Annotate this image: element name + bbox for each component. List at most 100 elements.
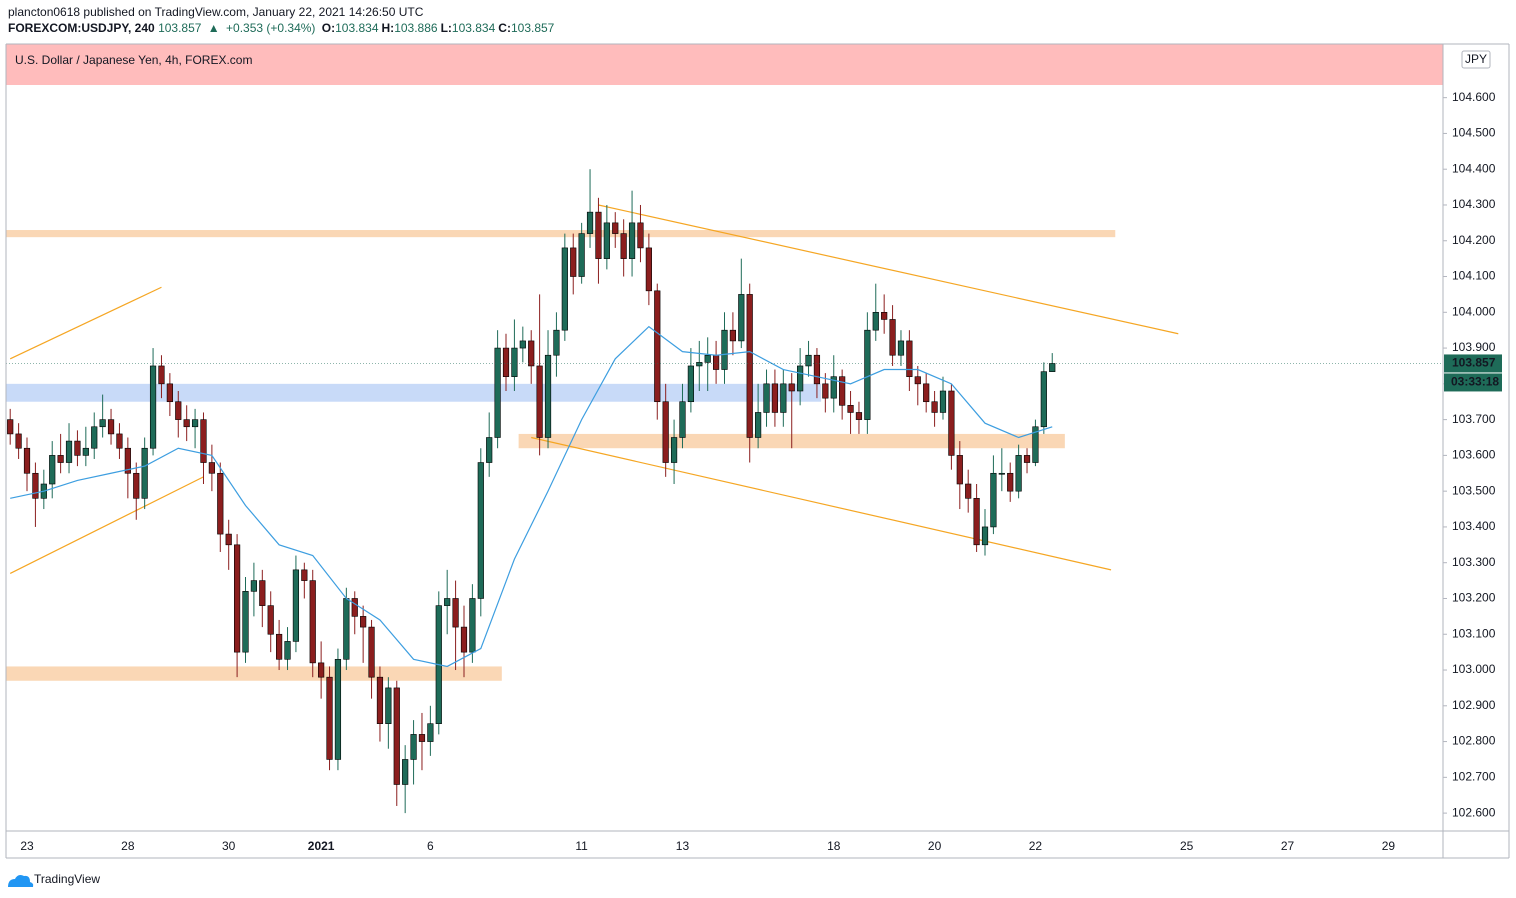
candle-body xyxy=(511,347,518,377)
y-tick-label: 103.700 xyxy=(1452,412,1496,426)
y-tick-label: 102.800 xyxy=(1452,734,1496,748)
candle-body xyxy=(444,598,451,606)
y-tick-label: 102.900 xyxy=(1452,698,1496,712)
candle-body xyxy=(477,462,484,599)
candle-body xyxy=(570,247,577,277)
candle-body xyxy=(402,759,409,785)
candle-body xyxy=(7,419,14,435)
ohlc-value: 103.834 xyxy=(451,21,496,35)
candle-body xyxy=(628,222,636,259)
y-tick-label: 103.200 xyxy=(1452,591,1496,605)
symbol-line: FOREXCOM:USDJPY, 240 103.857 ▲ +0.353 (+… xyxy=(8,20,560,36)
ohlc: O:103.834 H:103.886 L:103.834 C:103.857 xyxy=(322,21,558,35)
candle-body xyxy=(133,472,140,499)
moving-average xyxy=(10,325,1053,668)
candle-body xyxy=(839,376,846,406)
x-tick-label: 27 xyxy=(1281,839,1295,853)
candle-body xyxy=(259,580,266,606)
candle-body xyxy=(427,723,434,742)
header: plancton0618 published on TradingView.co… xyxy=(8,4,560,36)
x-tick-label: 2021 xyxy=(308,839,335,853)
trend-line xyxy=(9,476,204,574)
candle-body xyxy=(738,294,745,342)
candle-body xyxy=(654,290,661,403)
candle-body xyxy=(99,419,106,428)
candle-body xyxy=(729,329,737,342)
candle-body xyxy=(519,340,526,349)
trend-line xyxy=(531,436,1112,571)
candle-body xyxy=(23,447,31,474)
candle-body xyxy=(763,383,770,413)
ohlc-label: H: xyxy=(381,21,395,35)
y-tick-label: 103.300 xyxy=(1452,555,1496,569)
zone xyxy=(6,383,822,402)
candle-body xyxy=(1015,455,1022,492)
candle-body xyxy=(906,340,913,377)
candle-body xyxy=(645,247,652,292)
y-tick-label: 104.600 xyxy=(1452,90,1496,104)
y-tick-label: 103.600 xyxy=(1452,448,1496,462)
candle-body xyxy=(1049,363,1056,372)
candle-body xyxy=(200,419,207,463)
candle-body xyxy=(32,472,39,499)
candle-body xyxy=(494,347,501,438)
candle-body xyxy=(486,437,493,463)
candle-body xyxy=(418,734,426,742)
candle-body xyxy=(923,383,930,403)
candle-body xyxy=(553,329,560,356)
candle-body xyxy=(292,569,300,642)
candle-body xyxy=(939,390,947,413)
y-tick-label: 103.400 xyxy=(1452,519,1496,533)
last-price-label: 103.857 xyxy=(1452,356,1496,370)
candle-body xyxy=(158,365,165,385)
candle-body xyxy=(57,455,64,463)
candle-body xyxy=(973,498,980,546)
candle-body xyxy=(864,329,871,420)
y-tick-label: 104.000 xyxy=(1452,304,1496,318)
candle-body xyxy=(175,401,182,420)
last-price: 103.857 xyxy=(158,21,202,35)
candle-body xyxy=(368,626,375,678)
candle-body xyxy=(191,419,199,428)
candle-body xyxy=(233,544,241,653)
trend-line xyxy=(9,286,162,360)
y-tick-label: 103.900 xyxy=(1452,340,1496,354)
candle-body xyxy=(149,365,157,449)
candle-body xyxy=(49,455,56,485)
candle-body xyxy=(771,383,779,413)
candle-body xyxy=(284,641,291,660)
candle-body xyxy=(469,598,476,653)
candle-body xyxy=(696,362,703,367)
candle-body xyxy=(217,472,224,535)
y-tick-label: 104.500 xyxy=(1452,126,1496,140)
y-tick-label: 104.400 xyxy=(1452,161,1496,175)
trend-line xyxy=(598,204,1179,335)
x-tick-label: 20 xyxy=(928,839,942,853)
y-tick-label: 103.000 xyxy=(1452,662,1496,676)
candle-body xyxy=(452,598,459,628)
candle-body xyxy=(141,447,148,499)
candle-body xyxy=(1023,455,1031,463)
ohlc-label: C: xyxy=(498,21,511,35)
candle-body xyxy=(998,472,1005,475)
candle-body xyxy=(91,426,98,449)
candle-body xyxy=(830,376,837,399)
x-tick-label: 11 xyxy=(575,839,588,853)
candle-body xyxy=(326,676,333,760)
candle-body xyxy=(561,247,568,331)
countdown-box xyxy=(1444,373,1502,392)
candle-body xyxy=(183,419,190,428)
ohlc-label: O: xyxy=(321,21,336,35)
y-tick-label: 103.500 xyxy=(1452,483,1496,497)
y-tick-label: 102.700 xyxy=(1452,770,1496,784)
candle-body xyxy=(670,437,678,463)
banner xyxy=(6,44,1443,85)
candle-body xyxy=(847,405,854,413)
candle-body xyxy=(267,605,274,635)
candle-body xyxy=(956,455,963,485)
candle-body xyxy=(679,401,686,438)
footer-brand: TradingView xyxy=(34,872,100,886)
candle-body xyxy=(603,222,610,259)
candle-body xyxy=(578,233,585,277)
